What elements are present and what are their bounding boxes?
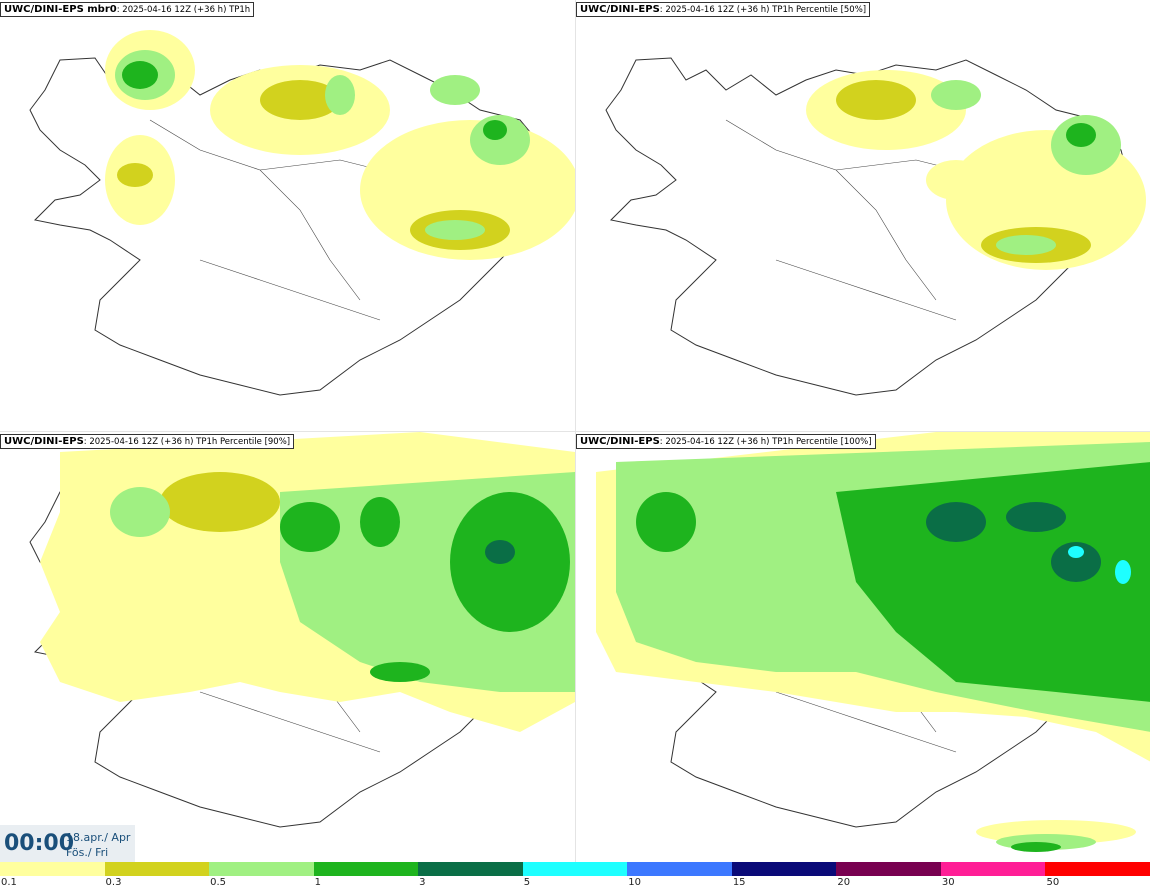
legend-swatch (836, 862, 942, 876)
legend-tick-label: 30 (941, 877, 955, 888)
panel-title: UWC/DINI-EPS mbr0: 2025-04-16 12Z (+36 h… (0, 2, 255, 17)
legend-tick-label: 1 (314, 877, 321, 888)
valid-date-line1: 18.apr./ Apr (66, 831, 131, 844)
valid-date-line2: Fös./ Fri (66, 846, 109, 859)
legend-tick-label: 5 (523, 877, 531, 888)
legend-swatch (313, 862, 419, 876)
legend-tick-label: 0.3 (105, 877, 122, 888)
legend-swatch (209, 862, 315, 876)
legend-tick-label: 10 (628, 877, 641, 888)
legend-tick-label: 15 (732, 877, 746, 888)
legend-swatch (104, 862, 210, 876)
map-panel-p100: UWC/DINI-EPS: 2025-04-16 12Z (+36 h) TP1… (576, 432, 1150, 863)
color-legend: 0.1 0.3 0.5 1 3 5 10 15 20 30 50 (0, 862, 1150, 891)
map-panel-p90: UWC/DINI-EPS: 2025-04-16 12Z (+36 h) TP1… (0, 432, 575, 863)
legend-swatch (940, 862, 1046, 876)
legend-swatch (1045, 862, 1150, 876)
panel-title: UWC/DINI-EPS: 2025-04-16 12Z (+36 h) TP1… (576, 434, 876, 449)
panel-divider (0, 431, 1150, 432)
legend-tick-label: 0.5 (210, 877, 226, 888)
precip-map (605, 57, 1146, 396)
precip-map (0, 432, 575, 863)
map-panel-mbr0: UWC/DINI-EPS mbr0: 2025-04-16 12Z (+36 h… (0, 0, 575, 431)
legend-swatch (627, 862, 733, 876)
precip-map (29, 30, 575, 396)
legend-tick-label: 3 (419, 877, 426, 888)
panel-title: UWC/DINI-EPS: 2025-04-16 12Z (+36 h) TP1… (0, 434, 295, 449)
legend-swatch (522, 862, 628, 876)
legend-swatch (731, 862, 837, 876)
precip-map (576, 432, 1150, 863)
legend-swatch (418, 862, 524, 876)
legend-swatch (0, 862, 105, 876)
legend-tick-label: 0.1 (1, 877, 17, 888)
valid-time-clock: 00:00 (4, 831, 75, 856)
map-panel-p50: UWC/DINI-EPS: 2025-04-16 12Z (+36 h) TP1… (576, 0, 1150, 431)
panel-title: UWC/DINI-EPS: 2025-04-16 12Z (+36 h) TP1… (576, 2, 871, 17)
legend-tick-label: 20 (837, 877, 851, 888)
legend-tick-label: 50 (1046, 877, 1060, 888)
valid-time-box: 00:00 18.apr./ Apr Fös./ Fri (0, 825, 135, 862)
